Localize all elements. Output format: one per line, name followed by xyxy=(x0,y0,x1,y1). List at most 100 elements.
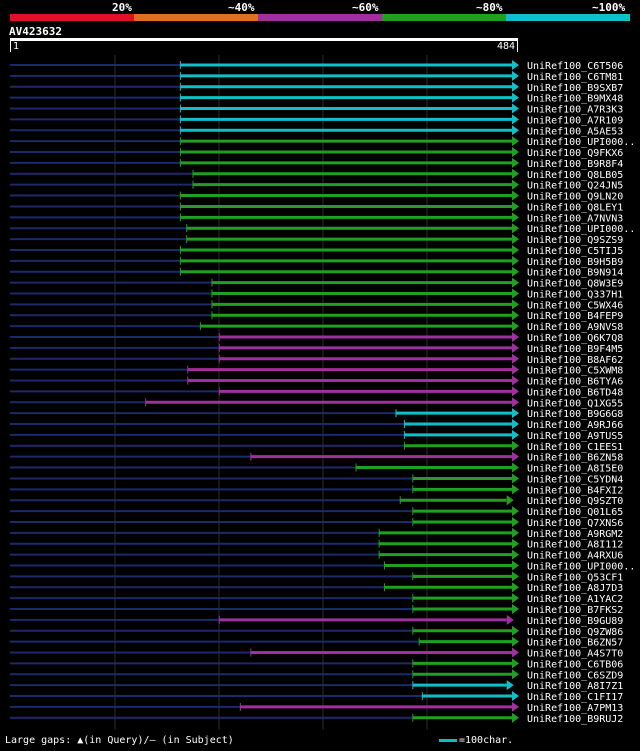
legend-swatch-green xyxy=(382,14,506,21)
hit-label[interactable]: UniRef100_A9RJ66 xyxy=(527,420,623,431)
hit-label[interactable]: UniRef100_C6TB06 xyxy=(527,659,623,670)
hit-arrow-icon xyxy=(512,81,519,92)
hit-label[interactable]: UniRef100_Q53CF1 xyxy=(527,572,623,583)
hit-label[interactable]: UniRef100_B6TYA6 xyxy=(527,377,623,388)
hit-label[interactable]: UniRef100_B9H5B9 xyxy=(527,257,623,268)
hit-label[interactable]: UniRef100_B9SXB7 xyxy=(527,83,623,94)
footer-scale: =100char. xyxy=(439,735,513,746)
hit-label[interactable]: UniRef100_Q9FKX6 xyxy=(527,148,623,159)
hit-arrow-icon xyxy=(512,179,519,190)
hit-arrow-icon xyxy=(512,364,519,375)
hit-label[interactable]: UniRef100_B9G6G8 xyxy=(527,409,623,420)
hit-label[interactable]: UniRef100_A7R3K3 xyxy=(527,105,623,116)
hit-label[interactable]: UniRef100_UPI000.. xyxy=(527,224,635,235)
hit-arrow-icon xyxy=(512,125,519,136)
hit-label[interactable]: UniRef100_Q6K7Q8 xyxy=(527,333,623,344)
hit-label[interactable]: UniRef100_B9F4M5 xyxy=(527,344,623,355)
hit-arrow-icon xyxy=(512,484,519,495)
hit-label[interactable]: UniRef100_B9GU89 xyxy=(527,616,623,627)
hit-arrow-icon xyxy=(512,462,519,473)
hit-label[interactable]: UniRef100_Q01L65 xyxy=(527,507,623,518)
hit-label[interactable]: UniRef100_A4S7T0 xyxy=(527,649,623,660)
hit-arrow-icon xyxy=(512,103,519,114)
hit-label[interactable]: UniRef100_Q8LB05 xyxy=(527,170,623,181)
hit-label[interactable]: UniRef100_B4FXI2 xyxy=(527,485,623,496)
hit-arrow-icon xyxy=(512,625,519,636)
hit-label[interactable]: UniRef100_A7R109 xyxy=(527,115,623,126)
hit-label[interactable]: UniRef100_B9N914 xyxy=(527,268,623,279)
hit-label[interactable]: UniRef100_Q7XNS6 xyxy=(527,518,623,529)
hit-label[interactable]: UniRef100_C1FI17 xyxy=(527,692,623,703)
hit-label[interactable]: UniRef100_C6T506 xyxy=(527,61,623,72)
hit-label[interactable]: UniRef100_B6ZN57 xyxy=(527,638,623,649)
hit-arrow-icon xyxy=(512,114,519,125)
hit-label[interactable]: UniRef100_A1YAC2 xyxy=(527,594,623,605)
hit-label[interactable]: UniRef100_C5WX46 xyxy=(527,300,623,311)
hit-arrow-icon xyxy=(512,201,519,212)
hit-label[interactable]: UniRef100_Q8LEY1 xyxy=(527,202,623,213)
hit-label[interactable]: UniRef100_C5XWM8 xyxy=(527,366,623,377)
hit-arrow-icon xyxy=(512,397,519,408)
hit-label[interactable]: UniRef100_B8AF62 xyxy=(527,355,623,366)
hit-label[interactable]: UniRef100_A8I7Z1 xyxy=(527,681,623,692)
ruler-end: 484 xyxy=(497,41,518,52)
hit-label[interactable]: UniRef100_Q9LN20 xyxy=(527,192,623,203)
hit-arrow-icon xyxy=(512,506,519,517)
hit-label[interactable]: UniRef100_C5TIJ5 xyxy=(527,246,623,257)
hit-arrow-icon xyxy=(512,375,519,386)
hit-arrow-icon xyxy=(512,658,519,669)
hit-label[interactable]: UniRef100_UPI000.. xyxy=(527,561,635,572)
hit-arrow-icon xyxy=(512,538,519,549)
hit-label[interactable]: UniRef100_UPI000.. xyxy=(527,137,635,148)
hit-label[interactable]: UniRef100_A9TUS5 xyxy=(527,431,623,442)
hit-label[interactable]: UniRef100_B4FEP9 xyxy=(527,311,623,322)
ruler-line xyxy=(10,38,518,41)
hit-label[interactable]: UniRef100_Q24JN5 xyxy=(527,181,623,192)
hit-arrow-icon xyxy=(512,429,519,440)
hit-arrow-icon xyxy=(512,234,519,245)
hit-label[interactable]: UniRef100_B9RUJ2 xyxy=(527,714,623,725)
scale-label: =100char. xyxy=(459,735,514,746)
hit-label[interactable]: UniRef100_C1EES1 xyxy=(527,442,623,453)
hit-label[interactable]: UniRef100_A7PM13 xyxy=(527,703,623,714)
hit-label[interactable]: UniRef100_A8J7D3 xyxy=(527,583,623,594)
hit-label[interactable]: UniRef100_C5YDN4 xyxy=(527,474,623,485)
hit-label[interactable]: UniRef100_C6TM81 xyxy=(527,72,623,83)
hit-arrow-icon xyxy=(512,70,519,81)
hit-label[interactable]: UniRef100_A4RXU6 xyxy=(527,551,623,562)
legend-swatch-purple xyxy=(258,14,382,21)
hit-arrow-icon xyxy=(512,473,519,484)
query-ruler: 1 484 xyxy=(10,38,518,52)
hit-label[interactable]: UniRef100_B9R8F4 xyxy=(527,159,623,170)
hit-label[interactable]: UniRef100_B6TD48 xyxy=(527,387,623,398)
hit-label[interactable]: UniRef100_B6ZN58 xyxy=(527,453,623,464)
hit-arrow-icon xyxy=(512,310,519,321)
hit-label[interactable]: UniRef100_Q1XG55 xyxy=(527,398,623,409)
hit-arrow-icon xyxy=(512,168,519,179)
hit-arrow-icon xyxy=(506,614,514,625)
hit-label[interactable]: UniRef100_A8I5E0 xyxy=(527,464,623,475)
hit-label[interactable]: UniRef100_Q8W3E9 xyxy=(527,279,623,290)
hit-arrow-icon xyxy=(512,560,519,571)
hit-label[interactable]: UniRef100_A7NVN3 xyxy=(527,213,623,224)
hit-arrow-icon xyxy=(512,712,519,723)
hit-arrow-icon xyxy=(512,136,519,147)
hit-arrow-icon xyxy=(512,593,519,604)
hit-arrow-icon xyxy=(512,92,519,103)
hit-arrow-icon xyxy=(512,604,519,614)
hit-label[interactable]: UniRef100_B9MX48 xyxy=(527,94,623,105)
legend-label-60: ~60% xyxy=(352,1,379,14)
hit-label[interactable]: UniRef100_B7FKS2 xyxy=(527,605,623,616)
hit-arrow-icon xyxy=(512,60,519,70)
hit-label[interactable]: UniRef100_Q337H1 xyxy=(527,289,623,300)
hit-label[interactable]: UniRef100_Q9SZT0 xyxy=(527,496,623,507)
hit-label[interactable]: UniRef100_A5AE53 xyxy=(527,126,623,137)
hit-label[interactable]: UniRef100_A8I112 xyxy=(527,540,623,551)
scale-line-icon xyxy=(439,738,457,742)
hit-label[interactable]: UniRef100_C6SZD9 xyxy=(527,670,623,681)
hit-label[interactable]: UniRef100_Q9ZW86 xyxy=(527,627,623,638)
hit-label[interactable]: UniRef100_A9RGM2 xyxy=(527,529,623,540)
hit-label[interactable]: UniRef100_A9NVS8 xyxy=(527,322,623,333)
hit-arrow-icon xyxy=(512,701,519,712)
hit-label[interactable]: UniRef100_Q9SZS9 xyxy=(527,235,623,246)
